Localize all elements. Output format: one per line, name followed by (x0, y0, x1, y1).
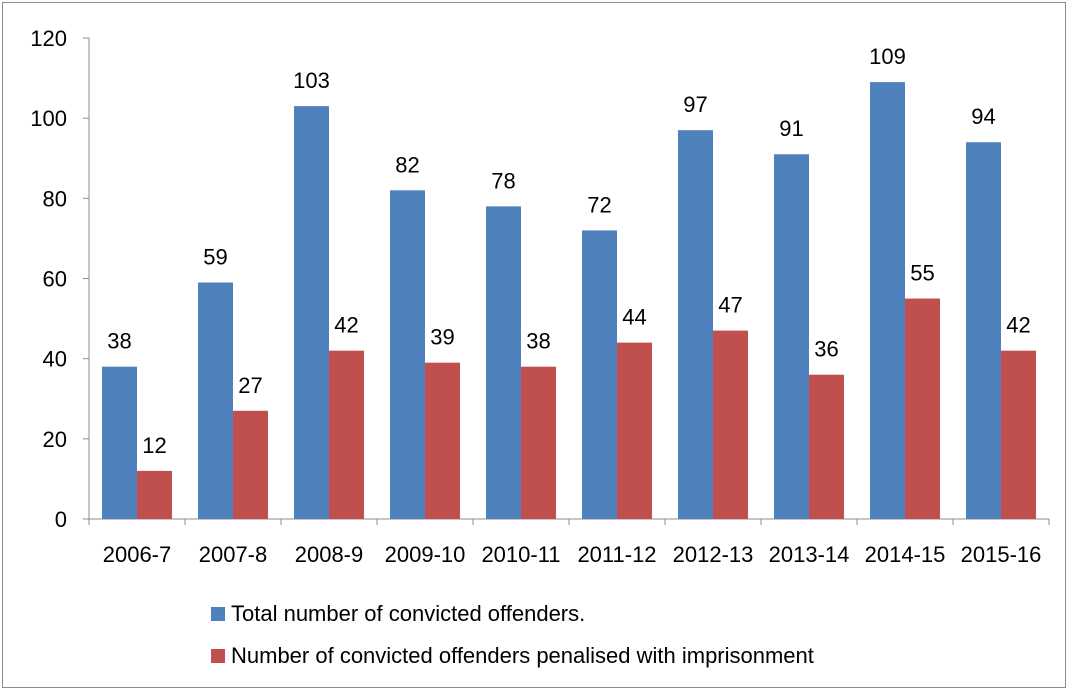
data-label-imprisonment: 38 (526, 329, 550, 354)
bar-imprisonment (329, 350, 364, 519)
legend-swatch-total (211, 607, 225, 621)
x-tick-label: 2013-14 (769, 542, 850, 567)
data-labels: 38 59 103 82 78 72 97 91 109 94 12 27 42 39 38 44 47 36 55… (107, 44, 1030, 458)
bar-total (390, 190, 425, 520)
data-label-total: 82 (395, 152, 419, 177)
y-tick-label: 100 (30, 106, 67, 131)
legend-item-imprisonment: Number of convicted offenders penalised … (211, 635, 814, 677)
bar-imprisonment (233, 410, 268, 519)
data-label-imprisonment: 55 (910, 261, 934, 286)
x-tick-label: 2006-7 (103, 542, 172, 567)
y-tick-label: 20 (43, 427, 67, 452)
bar-total (294, 106, 329, 520)
legend-swatch-imprisonment (211, 649, 225, 663)
data-label-total: 72 (587, 192, 611, 217)
data-label-imprisonment: 12 (142, 433, 166, 458)
bar-imprisonment (809, 374, 844, 519)
x-tick-label: 2010-11 (481, 542, 560, 567)
data-label-total: 78 (491, 168, 515, 193)
legend-label-imprisonment: Number of convicted offenders penalised … (231, 643, 814, 668)
legend: Total number of convicted offenders. Num… (211, 593, 814, 677)
data-label-total: 91 (779, 116, 803, 141)
x-tick-label: 2009-10 (385, 542, 466, 567)
bar-total (486, 206, 521, 519)
x-tick-label: 2012-13 (673, 542, 754, 567)
bar-imprisonment (1001, 350, 1036, 519)
data-label-imprisonment: 47 (718, 293, 742, 318)
data-label-imprisonment: 44 (622, 305, 646, 330)
legend-item-total: Total number of convicted offenders. (211, 593, 814, 635)
data-label-total: 38 (107, 329, 131, 354)
bar-total (582, 230, 617, 519)
data-label-total: 94 (971, 104, 995, 129)
bar-imprisonment (617, 342, 652, 519)
y-tick-label: 0 (55, 507, 67, 532)
x-tick-label: 2011-12 (577, 542, 656, 567)
data-label-total: 59 (203, 245, 227, 270)
y-tick-label: 40 (43, 347, 67, 372)
x-tick-label: 2007-8 (199, 542, 268, 567)
x-tick-label: 2008-9 (295, 542, 364, 567)
bar-imprisonment (137, 470, 172, 519)
bar-total (774, 154, 809, 519)
legend-label-total: Total number of convicted offenders. (231, 601, 586, 626)
data-label-imprisonment: 39 (430, 325, 454, 350)
bar-imprisonment (425, 362, 460, 519)
x-tick-label: 2014-15 (865, 542, 946, 567)
y-tick-label: 120 (30, 26, 67, 51)
data-label-total: 97 (683, 92, 707, 117)
bar-total (198, 282, 233, 519)
data-label-imprisonment: 42 (334, 313, 358, 338)
y-tick-label: 80 (43, 186, 67, 211)
bar-chart: 0 20 40 60 80 100 120 2006-7 2007-8 2008-9 2009-1… (30, 26, 1050, 567)
bar-total (102, 366, 137, 519)
bar-imprisonment (905, 298, 940, 519)
data-label-imprisonment: 27 (238, 373, 262, 398)
data-label-total: 103 (293, 68, 330, 93)
bar-total (870, 82, 905, 519)
bar-imprisonment (521, 366, 556, 519)
x-tick-label: 2015-16 (961, 542, 1042, 567)
bar-total (966, 142, 1001, 519)
bar-imprisonment (713, 330, 748, 519)
bar-total (678, 130, 713, 520)
data-label-imprisonment: 36 (814, 337, 838, 362)
y-axis: 0 20 40 60 80 100 120 (30, 26, 90, 532)
y-tick-label: 60 (43, 267, 67, 292)
x-axis: 2006-7 2007-8 2008-9 2009-10 2010-11 2011-12 2… (88, 518, 1050, 567)
data-label-total: 109 (869, 44, 906, 69)
bars (102, 82, 1036, 520)
data-label-imprisonment: 42 (1006, 313, 1030, 338)
